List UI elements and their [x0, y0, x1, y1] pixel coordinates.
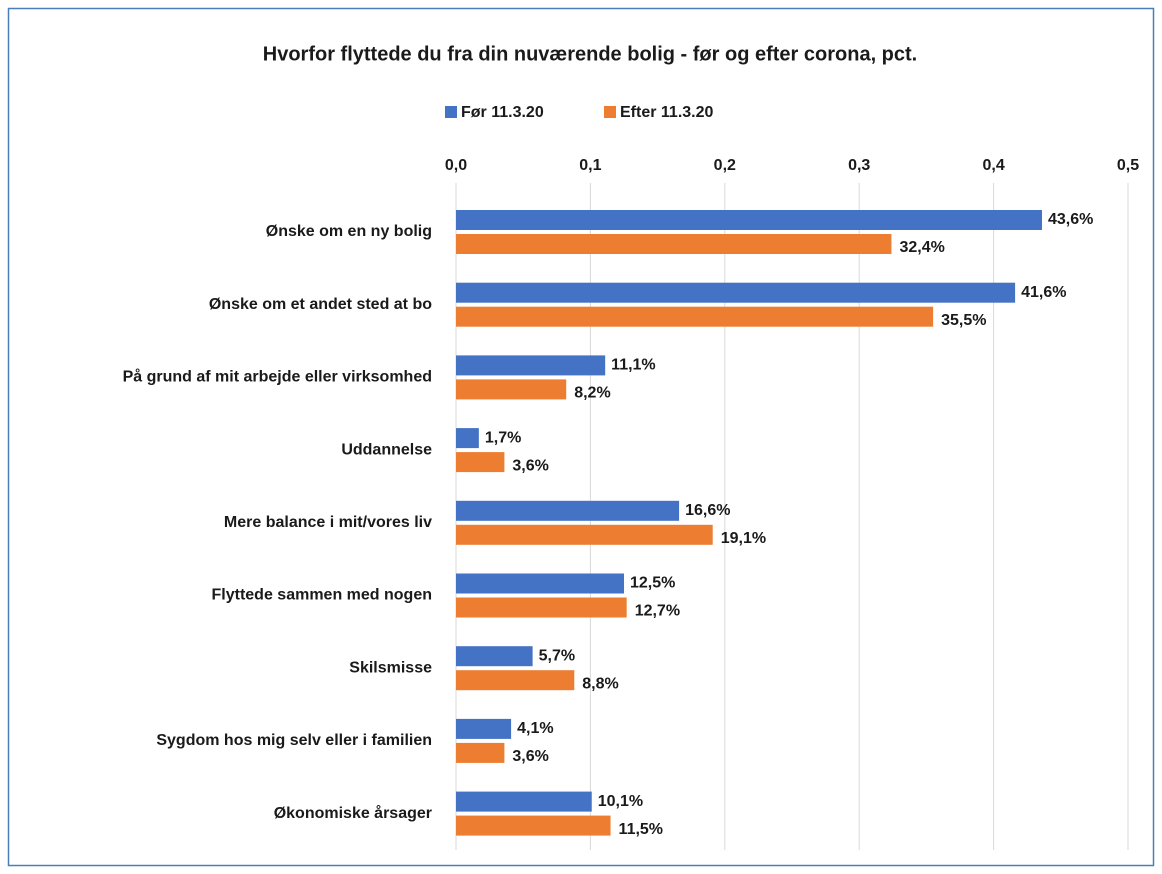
bar [456, 742, 505, 763]
data-label: 12,5% [630, 575, 675, 592]
bar [456, 500, 680, 521]
data-label: 3,6% [512, 748, 548, 765]
data-label: 8,2% [574, 385, 610, 402]
data-label: 16,6% [685, 502, 730, 519]
legend-label: Efter 11.3.20 [620, 104, 714, 121]
category-label: Økonomiske årsager [274, 804, 432, 822]
category-label: Ønske om et andet sted at bo [209, 296, 432, 313]
chart-border [7, 7, 1155, 867]
data-label: 1,7% [485, 429, 521, 446]
bar [456, 379, 567, 400]
data-label: 11,5% [619, 821, 663, 838]
category-label: Ønske om en ny bolig [266, 223, 432, 240]
category-label: På grund af mit arbejde eller virksomhed [123, 368, 432, 386]
x-tick-label: 0,1 [579, 157, 601, 174]
bar [456, 306, 934, 327]
data-label: 41,6% [1021, 284, 1066, 301]
data-label: 8,8% [582, 675, 618, 692]
data-label: 43,6% [1048, 211, 1093, 228]
chart-title: Hvorfor flyttede du fra din nuværende bo… [263, 43, 917, 65]
data-label: 4,1% [517, 720, 553, 737]
x-tick-label: 0,5 [1117, 157, 1139, 174]
bar [456, 815, 611, 836]
x-tick-label: 0,0 [445, 157, 467, 174]
bar [456, 670, 575, 691]
bar [456, 718, 512, 739]
bar [456, 210, 1042, 230]
bar [456, 282, 1016, 303]
bar [456, 355, 606, 376]
data-label: 5,7% [539, 647, 575, 664]
category-label: Sygdom hos mig selv eller i familien [156, 732, 432, 749]
data-label: 11,1% [611, 357, 655, 374]
legend-swatch [604, 106, 616, 118]
bar [456, 646, 533, 667]
x-tick-label: 0,3 [848, 157, 870, 174]
x-tick-label: 0,4 [982, 157, 1004, 174]
bar [456, 452, 505, 473]
bar [456, 234, 892, 254]
bar [456, 597, 627, 618]
data-label: 32,4% [899, 239, 944, 256]
category-label: Skilsmisse [349, 659, 432, 676]
data-label: 19,1% [721, 530, 766, 547]
bar [456, 524, 713, 545]
x-tick-label: 0,2 [714, 157, 736, 174]
legend-label: Før 11.3.20 [461, 104, 544, 121]
data-label: 12,7% [635, 603, 680, 620]
bar [456, 573, 624, 594]
data-label: 3,6% [512, 457, 548, 474]
bar [456, 428, 479, 449]
data-label: 35,5% [941, 312, 986, 329]
bar [456, 791, 592, 812]
category-label: Uddannelse [341, 441, 432, 458]
data-label: 10,1% [598, 793, 643, 810]
legend-swatch [445, 106, 457, 118]
category-label: Mere balance i mit/vores liv [224, 514, 432, 531]
category-label: Flyttede sammen med nogen [212, 587, 433, 604]
